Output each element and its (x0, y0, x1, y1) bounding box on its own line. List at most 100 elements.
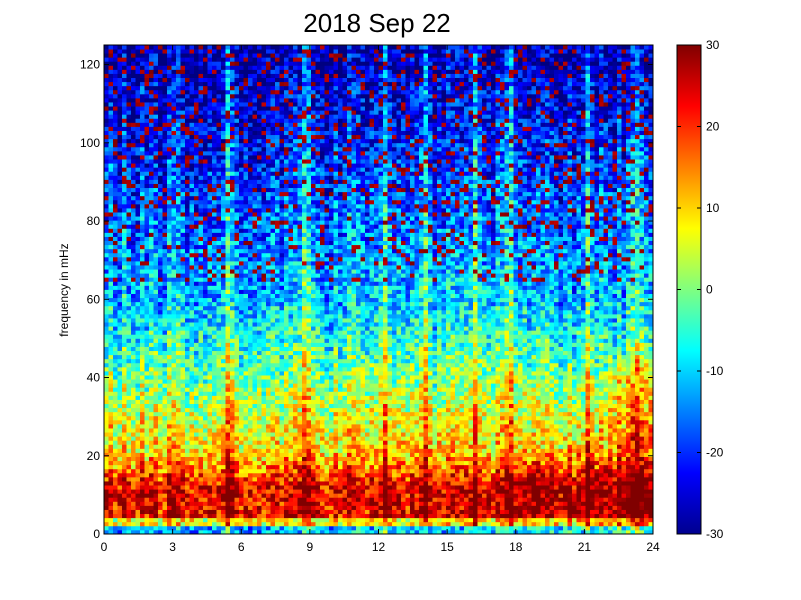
heatmap-cell (185, 65, 190, 70)
heatmap-cell (230, 460, 235, 466)
heatmap-cell (225, 472, 231, 478)
heatmap-cell (171, 485, 177, 490)
heatmap-cell (135, 102, 141, 107)
heatmap-cell (176, 163, 181, 168)
heatmap-cell (212, 289, 217, 294)
heatmap-cell (194, 269, 199, 274)
heatmap-cell (194, 281, 199, 286)
heatmap-cell (126, 122, 132, 127)
heatmap-cell (113, 195, 118, 201)
heatmap-cell (176, 513, 181, 519)
heatmap-cell (252, 179, 258, 184)
heatmap-cell (144, 114, 150, 119)
heatmap-cell (198, 256, 204, 262)
heatmap-cell (153, 277, 159, 282)
heatmap-cell (189, 159, 195, 164)
heatmap-cell (113, 346, 118, 352)
heatmap-cell (167, 171, 172, 176)
heatmap-cell (153, 322, 159, 327)
heatmap-cell (234, 208, 240, 213)
heatmap-cell (104, 260, 109, 266)
heatmap-cell (185, 362, 190, 368)
heatmap-cell (126, 517, 132, 523)
heatmap-cell (104, 436, 109, 441)
heatmap-cell (140, 399, 145, 404)
heatmap-cell (239, 195, 244, 201)
heatmap-cell (140, 183, 145, 189)
heatmap-cell (198, 513, 204, 519)
heatmap-cell (266, 256, 271, 262)
heatmap-cell (158, 142, 163, 148)
heatmap-cell (194, 203, 199, 209)
heatmap-cell (113, 102, 118, 107)
heatmap-cell (243, 456, 249, 462)
heatmap-cell (167, 265, 172, 270)
heatmap-cell (261, 45, 267, 50)
heatmap-cell (203, 309, 208, 315)
heatmap-cell (270, 415, 276, 421)
heatmap-cell (135, 236, 141, 241)
heatmap-cell (167, 203, 172, 209)
heatmap-cell (284, 236, 289, 241)
heatmap-cell (257, 452, 262, 457)
heatmap-cell (131, 281, 136, 286)
heatmap-cell (284, 277, 289, 282)
heatmap-cell (261, 252, 267, 258)
heatmap-cell (230, 318, 235, 323)
heatmap-cell (104, 387, 109, 392)
heatmap-cell (257, 248, 262, 254)
heatmap-cell (185, 224, 190, 229)
heatmap-cell (108, 65, 114, 70)
heatmap-cell (266, 45, 271, 50)
heatmap-cell (194, 517, 199, 523)
heatmap-cell (158, 220, 163, 225)
heatmap-cell (131, 134, 136, 140)
heatmap-cell (243, 138, 249, 144)
heatmap-cell (162, 260, 168, 266)
heatmap-cell (162, 45, 168, 50)
heatmap-cell (270, 509, 276, 515)
heatmap-cell (216, 448, 222, 453)
heatmap-cell (243, 142, 249, 148)
heatmap-cell (216, 81, 222, 87)
heatmap-cell (248, 240, 253, 246)
heatmap-cell (158, 134, 163, 140)
heatmap-cell (257, 318, 262, 323)
heatmap-cell (126, 150, 132, 156)
heatmap-cell (198, 330, 204, 335)
heatmap-cell (266, 497, 271, 502)
heatmap-cell (113, 146, 118, 152)
heatmap-cell (144, 489, 150, 494)
heatmap-cell (230, 252, 235, 258)
heatmap-cell (167, 130, 172, 136)
heatmap-cell (225, 220, 231, 225)
heatmap-cell (162, 269, 168, 274)
heatmap-cell (158, 118, 163, 123)
heatmap-cell (108, 159, 114, 164)
heatmap-cell (140, 444, 145, 449)
heatmap-cell (126, 497, 132, 502)
heatmap-cell (257, 155, 262, 160)
heatmap-cell (216, 289, 222, 294)
heatmap-cell (167, 81, 172, 87)
heatmap-cell (167, 305, 172, 311)
heatmap-cell (117, 281, 123, 286)
heatmap-cell (185, 375, 190, 380)
heatmap-cell (288, 273, 294, 278)
heatmap-cell (230, 432, 235, 437)
heatmap-cell (180, 309, 186, 315)
heatmap-cell (230, 509, 235, 515)
heatmap-cell (275, 159, 280, 164)
heatmap-cell (194, 57, 199, 62)
heatmap-cell (176, 440, 181, 445)
heatmap-cell (234, 358, 240, 364)
heatmap-cell (108, 419, 114, 425)
heatmap-cell (221, 183, 226, 189)
heatmap-cell (270, 497, 276, 502)
heatmap-cell (198, 440, 204, 445)
heatmap-cell (230, 61, 235, 66)
heatmap-cell (194, 199, 199, 205)
heatmap-cell (194, 297, 199, 303)
heatmap-cell (284, 472, 289, 478)
heatmap-cell (275, 407, 280, 413)
